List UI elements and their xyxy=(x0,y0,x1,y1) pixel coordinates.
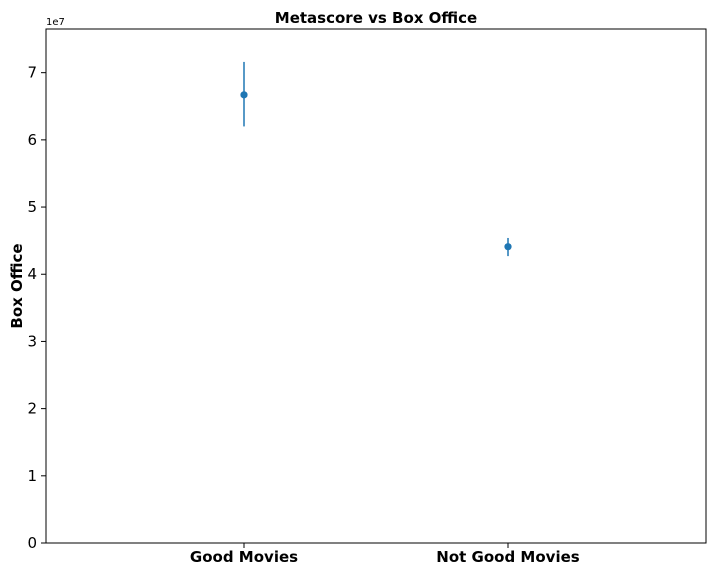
y-axis-ticks: 0 1 2 3 4 5 6 7 xyxy=(27,64,46,552)
data-point xyxy=(504,243,512,251)
x-tick-label: Good Movies xyxy=(190,548,298,566)
y-tick-label: 2 xyxy=(27,400,37,418)
y-axis-label: Box Office xyxy=(8,243,26,328)
x-axis-ticks: Good Movies Not Good Movies xyxy=(190,543,580,566)
y-tick-label: 1 xyxy=(27,467,37,485)
y-tick-label: 3 xyxy=(27,332,37,350)
data-point xyxy=(240,91,248,99)
x-tick-label: Not Good Movies xyxy=(436,548,579,566)
y-tick-label: 7 xyxy=(27,64,37,82)
y-tick-label: 5 xyxy=(27,198,37,216)
y-tick-label: 0 xyxy=(27,534,37,552)
data-marks xyxy=(240,61,512,257)
y-tick-label: 6 xyxy=(27,131,37,149)
y-tick-label: 4 xyxy=(27,265,37,283)
chart-title: Metascore vs Box Office xyxy=(275,9,477,27)
y-axis-offset-label: 1e7 xyxy=(46,17,65,28)
plot-area-frame xyxy=(45,28,707,544)
